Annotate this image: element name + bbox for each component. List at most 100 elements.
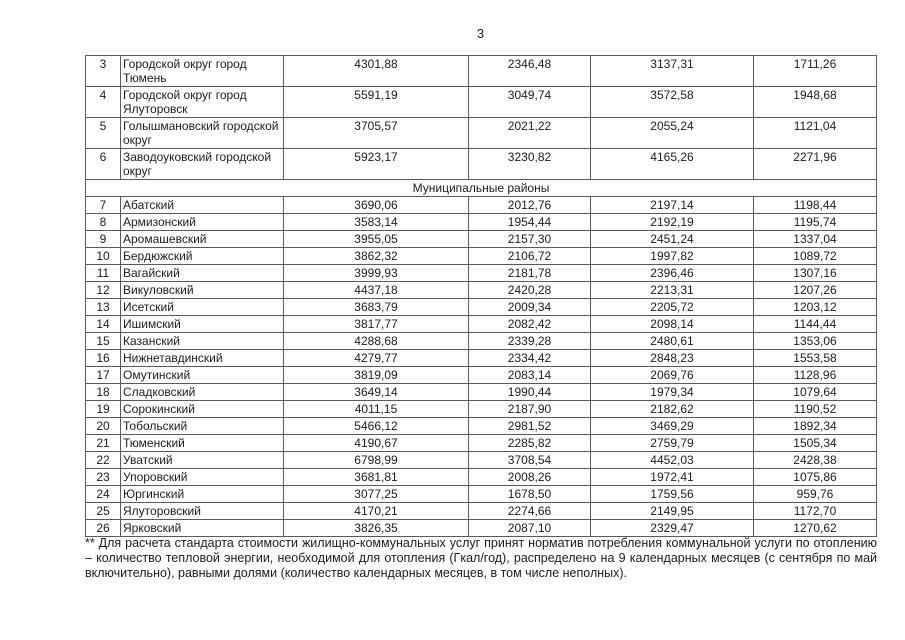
value-cell: 4165,26: [590, 148, 754, 180]
row-number-cell: 10: [85, 247, 121, 265]
table-row: 3 Городской округ город Тюмень 4301,88 2346…: [85, 55, 877, 87]
value-cell: 1307,16: [753, 264, 877, 282]
value-cell: 2197,14: [590, 196, 754, 214]
row-number-cell: 5: [85, 117, 121, 149]
value-cell: 2271,96: [753, 148, 877, 180]
value-cell: 1075,86: [753, 468, 877, 486]
value-cell: 3862,32: [283, 247, 469, 265]
value-cell: 3690,06: [283, 196, 469, 214]
value-cell: 2106,72: [468, 247, 591, 265]
value-cell: 1954,44: [468, 213, 591, 231]
value-cell: 3826,35: [283, 519, 469, 537]
value-cell: 1198,44: [753, 196, 877, 214]
table-row: 6 Заводоуковский городской округ 5923,17 32…: [85, 148, 877, 180]
value-cell: 2192,19: [590, 213, 754, 231]
value-cell: 1711,26: [753, 55, 877, 87]
value-cell: 5923,17: [283, 148, 469, 180]
value-cell: 4011,15: [283, 400, 469, 418]
table-row: 26 Ярковский 3826,35 2087,10 2329,47 1270,62: [85, 519, 877, 537]
row-number-cell: 20: [85, 417, 121, 435]
table-row: 20 Тобольский 5466,12 2981,52 3469,29 1892,34: [85, 417, 877, 435]
table-row: 13 Исетский 3683,79 2009,34 2205,72 1203,12: [85, 298, 877, 316]
value-cell: 4190,67: [283, 434, 469, 452]
territory-name-cell: Тюменский: [120, 434, 284, 452]
value-cell: 3469,29: [590, 417, 754, 435]
value-cell: 2098,14: [590, 315, 754, 333]
territory-name-cell: Омутинский: [120, 366, 284, 384]
value-cell: 2008,26: [468, 468, 591, 486]
row-number-cell: 15: [85, 332, 121, 350]
value-cell: 3999,93: [283, 264, 469, 282]
territory-name-cell: Голышмановский городской округ: [120, 117, 284, 149]
value-cell: 1190,52: [753, 400, 877, 418]
territory-name-cell: Исетский: [120, 298, 284, 316]
value-cell: 2149,95: [590, 502, 754, 520]
value-cell: 3708,54: [468, 451, 591, 469]
value-cell: 2187,90: [468, 400, 591, 418]
value-cell: 1128,96: [753, 366, 877, 384]
row-number-cell: 7: [85, 196, 121, 214]
table-row: 15 Казанский 4288,68 2339,28 2480,61 1353,06: [85, 332, 877, 350]
value-cell: 1203,12: [753, 298, 877, 316]
table-row: 12 Викуловский 4437,18 2420,28 2213,31 1207,2…: [85, 281, 877, 299]
value-cell: 2082,42: [468, 315, 591, 333]
territory-name-cell: Вагайский: [120, 264, 284, 282]
value-cell: 2428,38: [753, 451, 877, 469]
table-row: 16 Нижнетавдинский 4279,77 2334,42 2848,23 15…: [85, 349, 877, 367]
value-cell: 1079,64: [753, 383, 877, 401]
value-cell: 2346,48: [468, 55, 591, 87]
row-number-cell: 16: [85, 349, 121, 367]
row-number-cell: 19: [85, 400, 121, 418]
value-cell: 1979,34: [590, 383, 754, 401]
value-cell: 3583,14: [283, 213, 469, 231]
table-row: 22 Уватский 6798,99 3708,54 4452,03 2428,38: [85, 451, 877, 469]
value-cell: 3681,81: [283, 468, 469, 486]
value-cell: 1089,72: [753, 247, 877, 265]
value-cell: 2055,24: [590, 117, 754, 149]
row-number-cell: 9: [85, 230, 121, 248]
table-row: 21 Тюменский 4190,67 2285,82 2759,79 1505,34: [85, 434, 877, 452]
value-cell: 2451,24: [590, 230, 754, 248]
row-number-cell: 23: [85, 468, 121, 486]
value-cell: 2329,47: [590, 519, 754, 537]
value-cell: 2848,23: [590, 349, 754, 367]
territory-name-cell: Абатский: [120, 196, 284, 214]
value-cell: 2274,66: [468, 502, 591, 520]
value-cell: 2069,76: [590, 366, 754, 384]
value-cell: 2182,62: [590, 400, 754, 418]
value-cell: 1972,41: [590, 468, 754, 486]
table-row: 24 Юргинский 3077,25 1678,50 1759,56 959,76: [85, 485, 877, 503]
row-number-cell: 3: [85, 55, 121, 87]
table-row: 8 Армизонский 3583,14 1954,44 2192,19 1195,74: [85, 213, 877, 231]
value-cell: 3230,82: [468, 148, 591, 180]
table-row: 10 Бердюжский 3862,32 2106,72 1997,82 1089,72: [85, 247, 877, 265]
row-number-cell: 17: [85, 366, 121, 384]
territory-name-cell: Армизонский: [120, 213, 284, 231]
territory-name-cell: Городской округ город Ялуторовск: [120, 86, 284, 118]
row-number-cell: 25: [85, 502, 121, 520]
table-row: 14 Ишимский 3817,77 2082,42 2098,14 1144,44: [85, 315, 877, 333]
territory-name-cell: Викуловский: [120, 281, 284, 299]
value-cell: 2213,31: [590, 281, 754, 299]
territory-name-cell: Сладковский: [120, 383, 284, 401]
value-cell: 1678,50: [468, 485, 591, 503]
territory-name-cell: Городской округ город Тюмень: [120, 55, 284, 87]
value-cell: 3137,31: [590, 55, 754, 87]
value-cell: 1505,34: [753, 434, 877, 452]
section-row: Муниципальные районы: [85, 179, 877, 197]
territory-name-cell: Аромашевский: [120, 230, 284, 248]
value-cell: 2181,78: [468, 264, 591, 282]
footnote-text: ** Для расчета стандарта стоимости жилищ…: [85, 536, 877, 580]
value-cell: 1195,74: [753, 213, 877, 231]
page-number: 3: [476, 26, 485, 41]
value-cell: 3049,74: [468, 86, 591, 118]
value-cell: 2334,42: [468, 349, 591, 367]
value-cell: 4170,21: [283, 502, 469, 520]
territory-name-cell: Уватский: [120, 451, 284, 469]
value-cell: 2083,14: [468, 366, 591, 384]
value-cell: 5466,12: [283, 417, 469, 435]
value-cell: 1892,34: [753, 417, 877, 435]
value-cell: 1553,58: [753, 349, 877, 367]
row-number-cell: 6: [85, 148, 121, 180]
territory-name-cell: Ярковский: [120, 519, 284, 537]
